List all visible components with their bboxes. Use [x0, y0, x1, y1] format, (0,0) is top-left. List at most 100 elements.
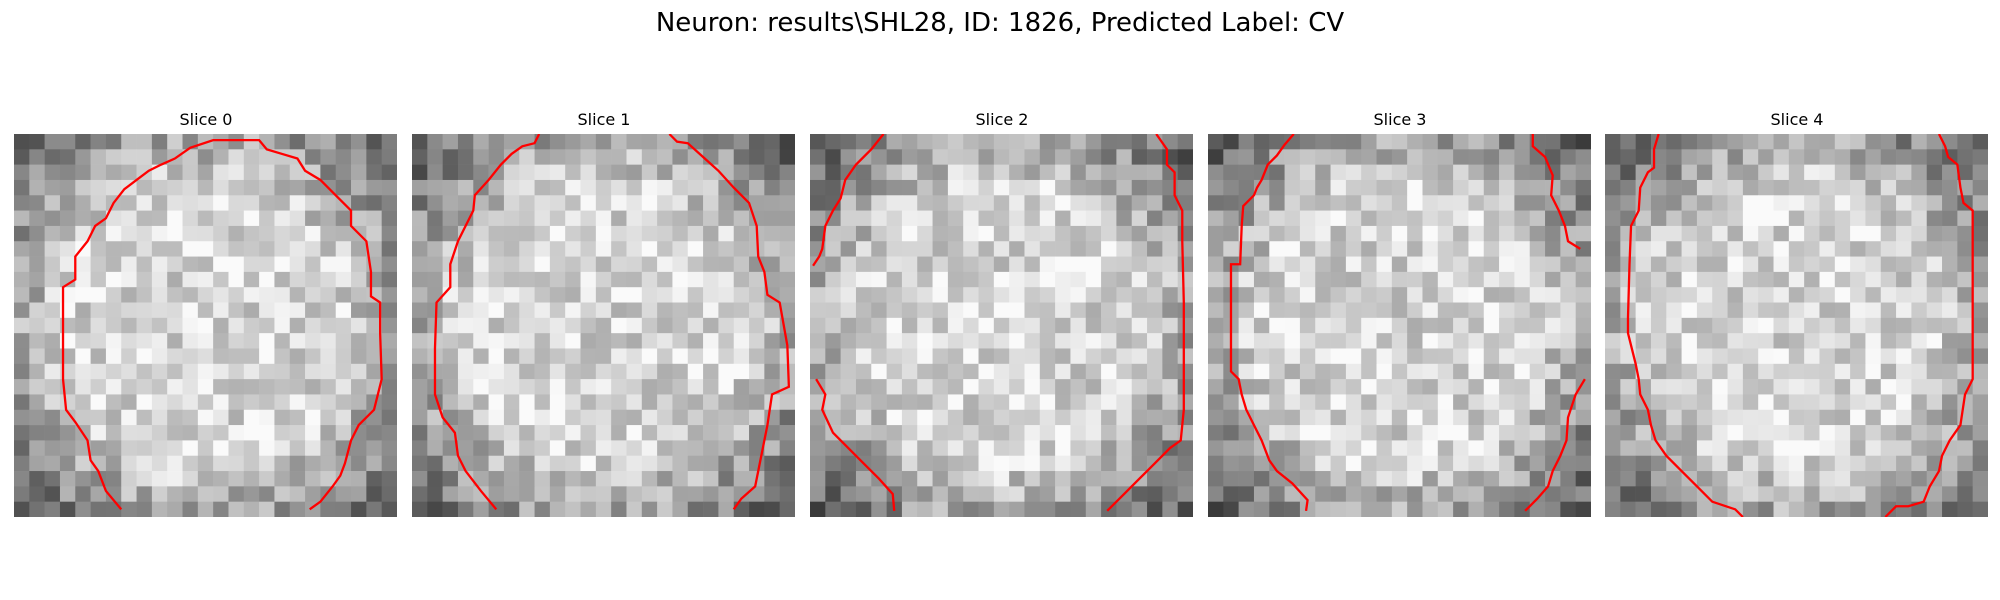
pixel — [549, 471, 566, 487]
pixel — [1162, 425, 1178, 441]
pixel — [488, 425, 505, 441]
pixel — [1315, 394, 1331, 411]
pixel — [1284, 164, 1301, 181]
pixel — [1880, 394, 1897, 411]
pixel — [1391, 471, 1408, 487]
pixel — [274, 455, 291, 472]
pixel — [59, 195, 76, 211]
pixel — [825, 409, 841, 426]
pixel — [1911, 241, 1928, 257]
pixel — [1039, 333, 1056, 349]
pixel — [1727, 241, 1744, 257]
pixel — [1972, 149, 1988, 165]
pixel — [1422, 348, 1439, 365]
pixel — [442, 348, 459, 365]
pixel — [978, 179, 995, 196]
pixel — [335, 256, 352, 273]
pixel — [274, 195, 291, 211]
pixel — [503, 348, 520, 365]
pixel — [1529, 179, 1546, 196]
pixel — [366, 302, 382, 319]
pixel — [1330, 256, 1347, 273]
pixel — [779, 394, 795, 411]
pixel — [259, 425, 275, 441]
pixel — [1330, 287, 1347, 303]
pixel — [947, 302, 964, 319]
pixel — [136, 394, 153, 411]
pixel — [534, 271, 551, 288]
pixel — [1742, 425, 1759, 441]
pixel — [1926, 287, 1943, 303]
pixel — [641, 195, 658, 211]
pixel — [901, 317, 918, 334]
pixel — [764, 379, 780, 395]
pixel — [473, 164, 489, 181]
pixel — [1223, 241, 1239, 257]
pixel — [1024, 379, 1041, 395]
pixel — [1650, 379, 1667, 395]
pixel — [1834, 440, 1851, 457]
pixel — [1147, 425, 1163, 441]
pixel — [1437, 348, 1454, 365]
pixel — [1208, 256, 1224, 273]
pixel — [1972, 195, 1988, 211]
pixel — [1926, 164, 1943, 181]
pixel — [121, 501, 137, 517]
pixel — [1284, 302, 1301, 319]
pixel — [840, 225, 857, 242]
pixel — [1039, 348, 1056, 365]
pixel — [1545, 363, 1561, 380]
pixel — [978, 287, 995, 303]
pixel — [351, 379, 367, 395]
pixel — [1162, 455, 1178, 472]
pixel — [320, 348, 337, 365]
pixel — [840, 501, 857, 517]
pixel — [549, 287, 566, 303]
pixel — [1850, 363, 1866, 380]
pixel — [1253, 363, 1270, 380]
pixel — [1101, 363, 1117, 380]
pixel — [947, 394, 964, 411]
pixel — [167, 225, 183, 242]
pixel — [305, 333, 321, 349]
pixel — [243, 179, 260, 196]
pixel — [1253, 455, 1270, 472]
contour-line — [1531, 134, 1581, 250]
pixel — [1972, 501, 1988, 517]
pixel — [764, 179, 780, 196]
pixel — [1865, 271, 1882, 288]
pixel — [1468, 394, 1485, 411]
pixel — [978, 333, 995, 349]
pixel — [1437, 317, 1454, 334]
pixel — [1896, 409, 1912, 426]
pixel — [947, 455, 964, 472]
pixel — [1850, 225, 1866, 242]
pixel — [932, 486, 949, 502]
pixel — [901, 440, 918, 457]
pixel — [1422, 394, 1439, 411]
pixel — [1223, 225, 1239, 242]
pixel — [503, 195, 520, 211]
pixel — [381, 363, 397, 380]
pixel — [1024, 317, 1041, 334]
pixel — [320, 241, 337, 257]
pixel — [534, 440, 551, 457]
pixel — [1666, 471, 1682, 487]
pixel — [534, 149, 551, 165]
pixel — [534, 348, 551, 365]
pixel — [1865, 195, 1882, 211]
pixel — [1468, 195, 1485, 211]
pixel — [1238, 134, 1255, 150]
pixel — [718, 210, 735, 227]
pixel — [1666, 409, 1682, 426]
pixel — [1131, 256, 1148, 273]
pixel — [993, 471, 1010, 487]
pixel — [1299, 195, 1316, 211]
pixel — [1957, 149, 1973, 165]
pixel — [121, 241, 137, 257]
pixel — [167, 425, 183, 441]
pixel — [1742, 317, 1759, 334]
pixel — [335, 164, 352, 181]
pixel — [1253, 302, 1270, 319]
pixel — [672, 501, 689, 517]
